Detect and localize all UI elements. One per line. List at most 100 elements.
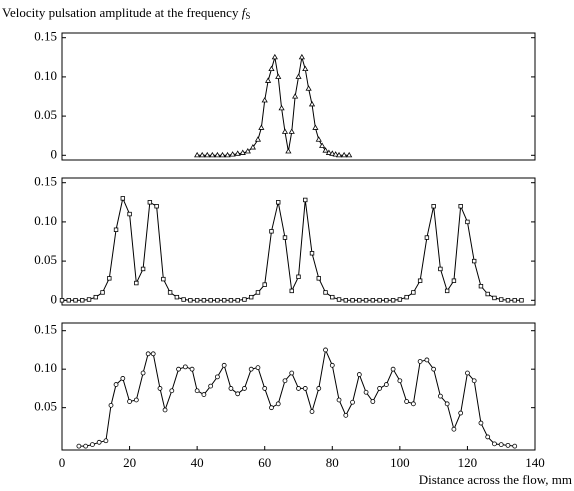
marker [485, 291, 490, 297]
marker [199, 151, 206, 158]
marker [404, 294, 409, 300]
marker [289, 288, 294, 294]
marker [315, 136, 322, 142]
marker [424, 357, 430, 363]
marker [397, 297, 403, 302]
marker [269, 229, 274, 234]
x-tick-label: 120 [458, 455, 478, 470]
marker [505, 298, 511, 303]
marker [150, 351, 156, 357]
title-symbol: f [242, 5, 248, 20]
marker [458, 410, 464, 416]
marker [66, 298, 71, 303]
marker [424, 235, 430, 240]
y-tick-label: 0.15 [34, 29, 57, 44]
marker [471, 258, 477, 264]
marker [96, 439, 102, 445]
x-tick-label: 80 [326, 455, 339, 470]
marker [298, 53, 305, 60]
marker [451, 426, 457, 432]
marker [134, 280, 139, 286]
marker [255, 365, 261, 371]
marker [390, 298, 396, 303]
marker [499, 297, 504, 302]
marker [248, 366, 254, 372]
y-tick-label: 0.10 [34, 213, 57, 228]
marker [255, 290, 261, 295]
marker [411, 290, 416, 295]
y-tick-label: 0 [51, 146, 58, 161]
data-line [197, 57, 350, 156]
marker [271, 53, 278, 60]
marker [336, 397, 342, 403]
marker [275, 73, 282, 79]
marker [295, 73, 302, 79]
marker [296, 274, 301, 279]
marker [417, 278, 423, 283]
y-tick-label: 0.15 [34, 174, 57, 189]
plot-frame [61, 177, 536, 306]
marker [181, 297, 186, 302]
marker [147, 200, 153, 205]
marker [316, 386, 322, 391]
marker [86, 297, 92, 302]
marker [201, 298, 207, 303]
marker [343, 412, 349, 418]
marker [323, 290, 328, 295]
marker [229, 151, 236, 157]
marker [519, 298, 524, 303]
marker [208, 383, 214, 389]
marker [357, 298, 362, 303]
marker [127, 399, 132, 404]
marker [370, 298, 376, 303]
marker [189, 366, 195, 372]
marker [305, 85, 312, 91]
marker [438, 266, 443, 272]
marker [282, 378, 288, 384]
marker [292, 93, 299, 99]
marker [383, 382, 389, 387]
marker [167, 290, 173, 295]
marker [302, 386, 308, 391]
marker [145, 351, 151, 357]
plot-frame [61, 322, 536, 451]
marker [157, 386, 163, 391]
marker [133, 397, 139, 403]
marker [80, 298, 85, 303]
marker [309, 251, 315, 256]
marker [350, 399, 355, 405]
marker [169, 388, 175, 394]
marker [296, 386, 301, 391]
marker [269, 405, 274, 411]
chart-title: Velocity pulsation amplitude at the freq… [2, 5, 250, 21]
marker [330, 294, 335, 300]
marker [417, 359, 423, 364]
data-line [78, 348, 515, 447]
marker [103, 438, 109, 444]
marker [437, 393, 443, 399]
marker [343, 298, 348, 303]
x-tick-label: 140 [525, 455, 545, 470]
marker [120, 376, 126, 381]
marker [194, 151, 201, 158]
marker [341, 151, 348, 158]
marker [363, 298, 369, 303]
marker [113, 382, 119, 387]
marker [258, 124, 265, 130]
marker [346, 151, 353, 158]
marker [492, 295, 497, 301]
marker [478, 283, 484, 289]
marker [83, 443, 89, 449]
y-tick-label: 0.05 [34, 252, 57, 267]
marker [221, 298, 227, 303]
marker [329, 362, 335, 368]
marker [404, 399, 410, 404]
marker [308, 100, 316, 107]
x-tick-label: 20 [123, 455, 136, 470]
x-tick-label: 0 [59, 455, 66, 470]
marker [322, 147, 329, 153]
marker [319, 142, 326, 148]
marker [262, 282, 267, 287]
marker [261, 97, 268, 103]
